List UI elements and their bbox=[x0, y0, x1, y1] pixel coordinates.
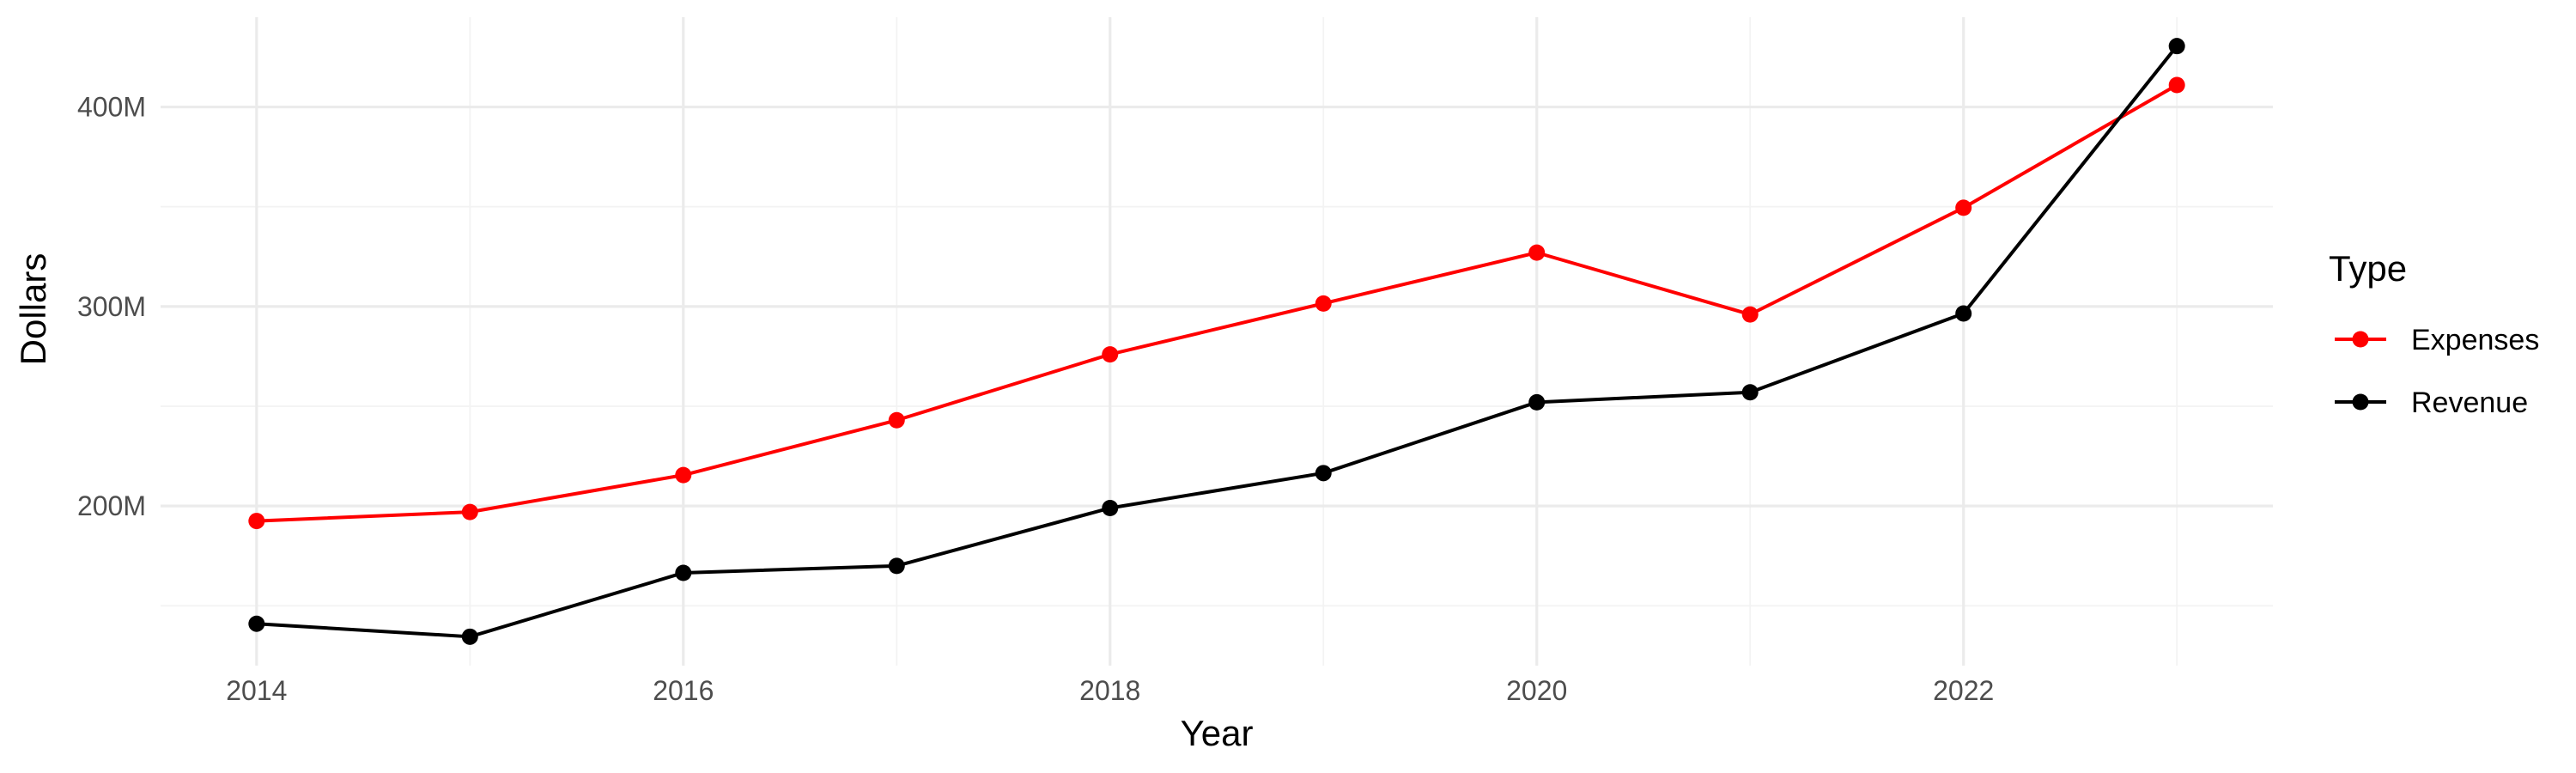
y-tick-label: 200M bbox=[77, 490, 146, 521]
minor-gridlines bbox=[161, 17, 2273, 666]
revenue-point bbox=[1315, 465, 1332, 482]
y-axis-title: Dollars bbox=[13, 253, 53, 366]
x-axis-ticks: 2014 2016 2018 2020 2022 bbox=[226, 675, 1994, 706]
expenses-point bbox=[1315, 295, 1332, 312]
revenue-point bbox=[1741, 384, 1759, 401]
x-tick-label: 2018 bbox=[1079, 675, 1140, 706]
legend-key-point bbox=[2352, 393, 2369, 411]
expenses-point bbox=[248, 513, 265, 530]
legend-label: Expenses bbox=[2411, 324, 2539, 356]
y-tick-label: 400M bbox=[77, 92, 146, 123]
expenses-point bbox=[888, 411, 905, 429]
legend-items: Expenses Revenue bbox=[2335, 324, 2539, 419]
expenses-line bbox=[254, 82, 2179, 523]
x-tick-label: 2022 bbox=[1933, 675, 1994, 706]
expenses-point bbox=[1528, 244, 1546, 261]
y-tick-label: 300M bbox=[77, 291, 146, 322]
expenses-point bbox=[675, 466, 692, 484]
revenue-point bbox=[1955, 305, 1972, 322]
revenue-point bbox=[675, 564, 692, 581]
expenses-point bbox=[1955, 199, 1972, 216]
revenue-point bbox=[888, 557, 905, 575]
expenses-point bbox=[2168, 76, 2185, 94]
x-axis-title: Year bbox=[1181, 713, 1254, 753]
revenue-point bbox=[1528, 393, 1546, 411]
x-tick-label: 2014 bbox=[226, 675, 287, 706]
revenue-point bbox=[1102, 499, 1119, 516]
major-gridlines bbox=[161, 17, 2273, 666]
y-axis-ticks: 200M 300M 400M bbox=[77, 92, 146, 522]
expenses-point bbox=[1102, 346, 1119, 363]
legend-item-expenses: Expenses bbox=[2335, 324, 2539, 356]
legend-key-point bbox=[2352, 331, 2369, 348]
revenue-line bbox=[254, 44, 2179, 639]
x-tick-label: 2020 bbox=[1506, 675, 1567, 706]
expenses-point bbox=[461, 503, 478, 520]
x-tick-label: 2016 bbox=[653, 675, 714, 706]
revenue-point bbox=[248, 615, 265, 632]
legend-item-revenue: Revenue bbox=[2335, 386, 2528, 419]
revenue-point bbox=[461, 628, 478, 645]
revenue-point bbox=[2168, 38, 2185, 55]
series-layer bbox=[248, 38, 2185, 645]
expenses-point bbox=[1741, 306, 1759, 323]
legend-title: Type bbox=[2329, 248, 2407, 289]
legend: Type Expenses Revenue bbox=[2329, 248, 2539, 419]
legend-label: Revenue bbox=[2411, 386, 2528, 419]
